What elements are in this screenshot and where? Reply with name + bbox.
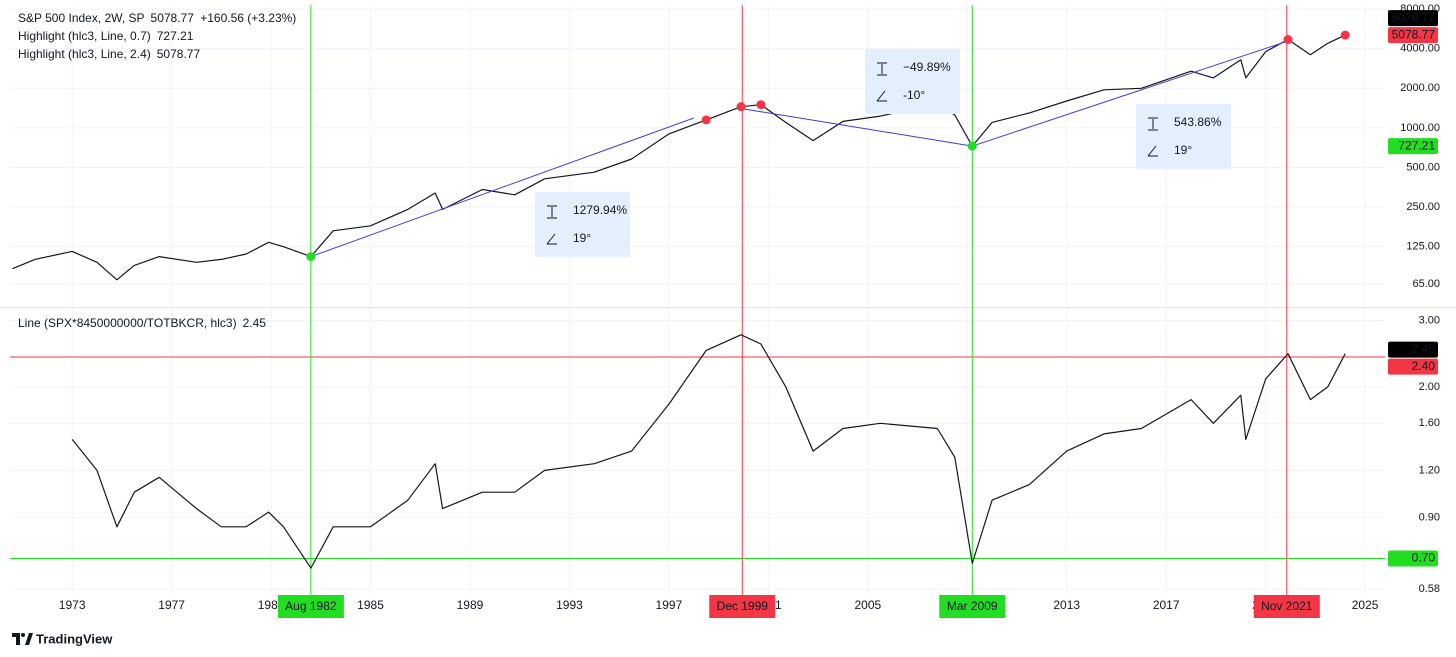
highlight-badge-bg [1388, 27, 1438, 44]
trendline [310, 117, 694, 258]
highlight-dot [701, 115, 711, 125]
y-tick-label: 2000.00 [1400, 82, 1440, 94]
threshold-badge: 2.40 [1412, 359, 1436, 373]
legend-text: S&P 500 Index, 2W, SP [18, 11, 145, 25]
event-badge: Nov 2021 [1261, 599, 1313, 613]
measure-change: 1279.94% [573, 203, 627, 217]
y-tick-label: 125.00 [1406, 241, 1440, 253]
y-tick-label: 250.00 [1406, 201, 1440, 213]
icon-angle [546, 233, 557, 245]
highlight-badge: 5078.77 [1392, 27, 1436, 41]
y-tick-label: 1000.00 [1400, 122, 1440, 134]
y-tick-label: 500.00 [1406, 161, 1440, 173]
threshold-badge-bg [1388, 358, 1438, 375]
highlight-dot [736, 102, 746, 112]
y-tick-label: 3.00 [1419, 314, 1440, 326]
icon-range [877, 62, 887, 76]
measure-box [1136, 104, 1231, 169]
event-badge-bg [709, 595, 776, 618]
measure-angle: 19° [573, 231, 591, 245]
series-line [71, 334, 1346, 569]
threshold-badge: 0.70 [1412, 551, 1436, 565]
y-tick-label: 65.00 [1412, 278, 1440, 290]
measure-box [865, 49, 960, 114]
x-tick-label: 1977 [158, 598, 185, 612]
measure-angle: 19° [1174, 143, 1192, 157]
highlight-badge-bg [1388, 138, 1438, 155]
legend-text: Highlight (hlc3, Line, 0.7) [18, 29, 151, 43]
legend-text: 5078.77 [157, 47, 201, 61]
legend-text: 2.45 [243, 316, 267, 330]
last-ratio-badge: 2.45 [1412, 342, 1436, 356]
last-price-badge-bg [1388, 10, 1438, 27]
measure-change: 543.86% [1174, 115, 1222, 129]
event-badge-bg [939, 595, 1006, 618]
icon-range [1148, 117, 1158, 131]
event-badge: Dec 1999 [717, 599, 769, 613]
last-price-badge: 5078.77 [1392, 10, 1436, 24]
y-tick-label: 1.20 [1419, 464, 1440, 476]
measure-angle: -10° [903, 88, 925, 102]
y-tick-label: 2.00 [1419, 381, 1440, 393]
x-tick-label: 1989 [457, 598, 484, 612]
icon-angle [1147, 145, 1158, 157]
icon-angle [876, 90, 887, 102]
x-tick-label: 1993 [556, 598, 583, 612]
highlight-dot [1340, 30, 1350, 40]
highlight-badge: 727.21 [1398, 138, 1435, 152]
event-badge: Mar 2009 [947, 599, 998, 613]
brand-logo [12, 633, 33, 645]
event-badge: Aug 1982 [285, 599, 337, 613]
last-ratio-badge-bg [1388, 341, 1438, 358]
measure-change: −49.89% [903, 60, 951, 74]
highlight-dot [967, 141, 977, 151]
x-tick-label: 1985 [357, 598, 384, 612]
y-tick-label: 0.58 [1419, 583, 1440, 595]
y-tick-label: 1.60 [1419, 417, 1440, 429]
x-tick-label: 1973 [59, 598, 86, 612]
x-tick-label: 2005 [854, 598, 881, 612]
brand-name: TradingView [36, 631, 113, 646]
legend-text: Highlight (hlc3, Line, 2.4) [18, 47, 151, 61]
highlight-dot [756, 100, 766, 110]
x-tick-label: 2025 [1352, 598, 1379, 612]
highlight-dot [1283, 35, 1293, 45]
legend-text: 727.21 [157, 29, 194, 43]
x-tick-label: 1997 [656, 598, 683, 612]
threshold-badge-bg [1388, 550, 1438, 567]
x-tick-label: 2013 [1053, 598, 1080, 612]
legend-text: Line (SPX*8450000000/TOTBKCR, hlc3) [18, 316, 237, 330]
event-badge-bg [1253, 595, 1320, 618]
highlight-dot [306, 252, 316, 262]
measure-box [535, 192, 630, 257]
event-badge-bg [277, 595, 344, 618]
x-tick-label: 2017 [1153, 598, 1180, 612]
y-tick-label: 0.90 [1419, 511, 1440, 523]
icon-range [547, 205, 557, 219]
legend-text: +160.56 (+3.23%) [200, 11, 296, 25]
y-tick-label: 4000.00 [1400, 43, 1440, 55]
legend-text: 5078.77 [151, 11, 195, 25]
